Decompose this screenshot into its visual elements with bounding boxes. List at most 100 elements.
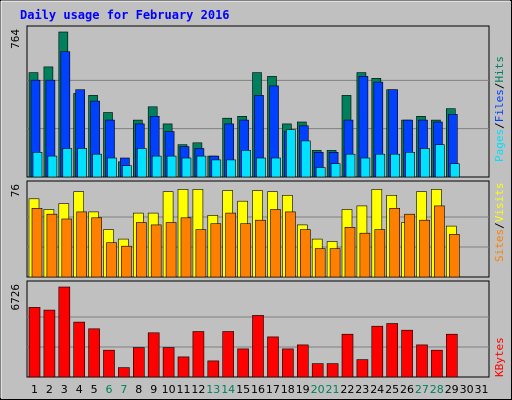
bar-sites-day-17 — [270, 209, 281, 278]
bar-sites-day-6 — [106, 242, 117, 278]
x-label-day-3: 3 — [61, 383, 68, 396]
x-label-day-15: 15 — [236, 383, 250, 396]
bar-sites-day-9 — [150, 224, 162, 278]
x-label-day-21: 21 — [326, 383, 340, 396]
x-label-day-1: 1 — [31, 383, 38, 396]
x-label-day-20: 20 — [311, 383, 325, 396]
bar-sites-day-7 — [121, 245, 132, 278]
x-label-day-6: 6 — [106, 383, 113, 396]
bar-sites-day-13 — [210, 223, 222, 278]
x-label-day-23: 23 — [355, 383, 369, 396]
bar-kbytes-day-17 — [267, 336, 279, 378]
x-label-day-19: 19 — [296, 383, 310, 396]
legend-files: Files — [493, 89, 506, 122]
bar-sites-day-19 — [299, 229, 311, 278]
bar-pages-day-24 — [375, 153, 386, 178]
bar-kbytes-day-28 — [431, 349, 443, 378]
bar-sites-day-23 — [359, 232, 371, 278]
bar-kbytes-day-27 — [416, 344, 428, 378]
chart-panels: 764Pages/Files/Hits76Sites/Visits6726KBy… — [9, 25, 506, 378]
bar-pages-day-12 — [196, 155, 207, 178]
x-label-day-28: 28 — [430, 383, 444, 396]
x-label-day-14: 14 — [221, 383, 235, 396]
bar-sites-day-28 — [434, 205, 445, 278]
bar-pages-day-11 — [181, 157, 192, 178]
y-max-label: 76 — [9, 184, 22, 197]
bar-kbytes-day-13 — [207, 360, 220, 378]
x-label-day-4: 4 — [76, 383, 83, 396]
bar-kbytes-day-12 — [192, 331, 205, 378]
panel-legend: Sites/Visits — [493, 183, 506, 263]
bar-pages-day-2 — [47, 155, 58, 178]
bar-pages-day-18 — [286, 129, 296, 178]
bar-sites-day-1 — [31, 208, 43, 278]
bar-sites-day-11 — [180, 217, 192, 278]
bar-pages-day-5 — [92, 153, 102, 178]
x-label-day-8: 8 — [135, 383, 142, 396]
y-max-label: 764 — [9, 29, 22, 49]
bar-kbytes-day-2 — [43, 309, 56, 378]
bar-kbytes-day-11 — [177, 356, 190, 378]
x-label-day-12: 12 — [191, 383, 205, 396]
x-label-day-24: 24 — [370, 383, 384, 396]
x-label-day-11: 11 — [177, 383, 191, 396]
bar-pages-day-13 — [211, 159, 222, 178]
bar-kbytes-day-16 — [252, 315, 264, 378]
bar-kbytes-day-14 — [222, 331, 234, 378]
legend-separator: / — [493, 83, 506, 90]
bar-sites-day-25 — [389, 208, 401, 278]
bar-pages-day-9 — [151, 155, 162, 178]
bar-pages-day-23 — [360, 157, 371, 178]
x-label-day-31: 31 — [475, 383, 489, 396]
bar-kbytes-day-24 — [371, 325, 384, 378]
bar-pages-day-7 — [122, 165, 132, 178]
bar-sites-day-12 — [195, 229, 207, 278]
bar-kbytes-day-1 — [28, 307, 41, 378]
bar-sites-day-24 — [374, 229, 386, 278]
bar-pages-day-1 — [32, 152, 43, 178]
x-label-day-9: 9 — [150, 383, 157, 396]
bar-kbytes-day-8 — [133, 347, 145, 378]
x-label-day-27: 27 — [415, 383, 429, 396]
bar-pages-day-16 — [256, 157, 266, 178]
bar-kbytes-day-25 — [386, 323, 399, 378]
bar-sites-day-5 — [91, 217, 102, 278]
bar-sites-day-21 — [329, 248, 341, 278]
bar-sites-day-4 — [76, 211, 87, 278]
bar-pages-day-26 — [405, 152, 415, 178]
bar-sites-day-20 — [314, 248, 326, 278]
bar-kbytes-day-26 — [401, 329, 413, 378]
bar-sites-day-15 — [240, 223, 251, 278]
x-label-day-13: 13 — [206, 383, 220, 396]
bar-pages-day-28 — [435, 144, 445, 178]
bar-kbytes-day-6 — [103, 349, 115, 378]
x-label-day-26: 26 — [400, 383, 414, 396]
bar-pages-day-8 — [137, 148, 147, 178]
x-label-day-16: 16 — [251, 383, 265, 396]
bar-kbytes-day-21 — [326, 363, 339, 378]
bar-kbytes-day-29 — [445, 333, 458, 378]
bar-sites-day-29 — [448, 234, 460, 278]
legend-pages: Pages — [493, 129, 506, 162]
bar-pages-day-27 — [420, 148, 430, 178]
bar-kbytes-day-20 — [311, 363, 324, 378]
legend-separator: / — [493, 222, 506, 229]
x-label-day-18: 18 — [281, 383, 295, 396]
bar-kbytes-day-9 — [147, 332, 160, 378]
bar-sites-day-16 — [255, 219, 266, 278]
bar-sites-day-8 — [136, 222, 147, 278]
bar-kbytes-day-18 — [282, 348, 294, 378]
bar-sites-day-10 — [165, 222, 177, 278]
chart-title: Daily usage for February 2016 — [20, 8, 230, 22]
bar-pages-day-21 — [330, 163, 341, 178]
x-label-day-29: 29 — [445, 383, 459, 396]
bar-sites-day-3 — [61, 218, 73, 278]
bar-pages-day-17 — [271, 157, 281, 178]
bar-pages-day-29 — [449, 163, 460, 178]
bar-kbytes-day-19 — [296, 344, 309, 378]
bar-sites-day-22 — [344, 227, 356, 278]
bar-kbytes-day-5 — [88, 328, 100, 378]
